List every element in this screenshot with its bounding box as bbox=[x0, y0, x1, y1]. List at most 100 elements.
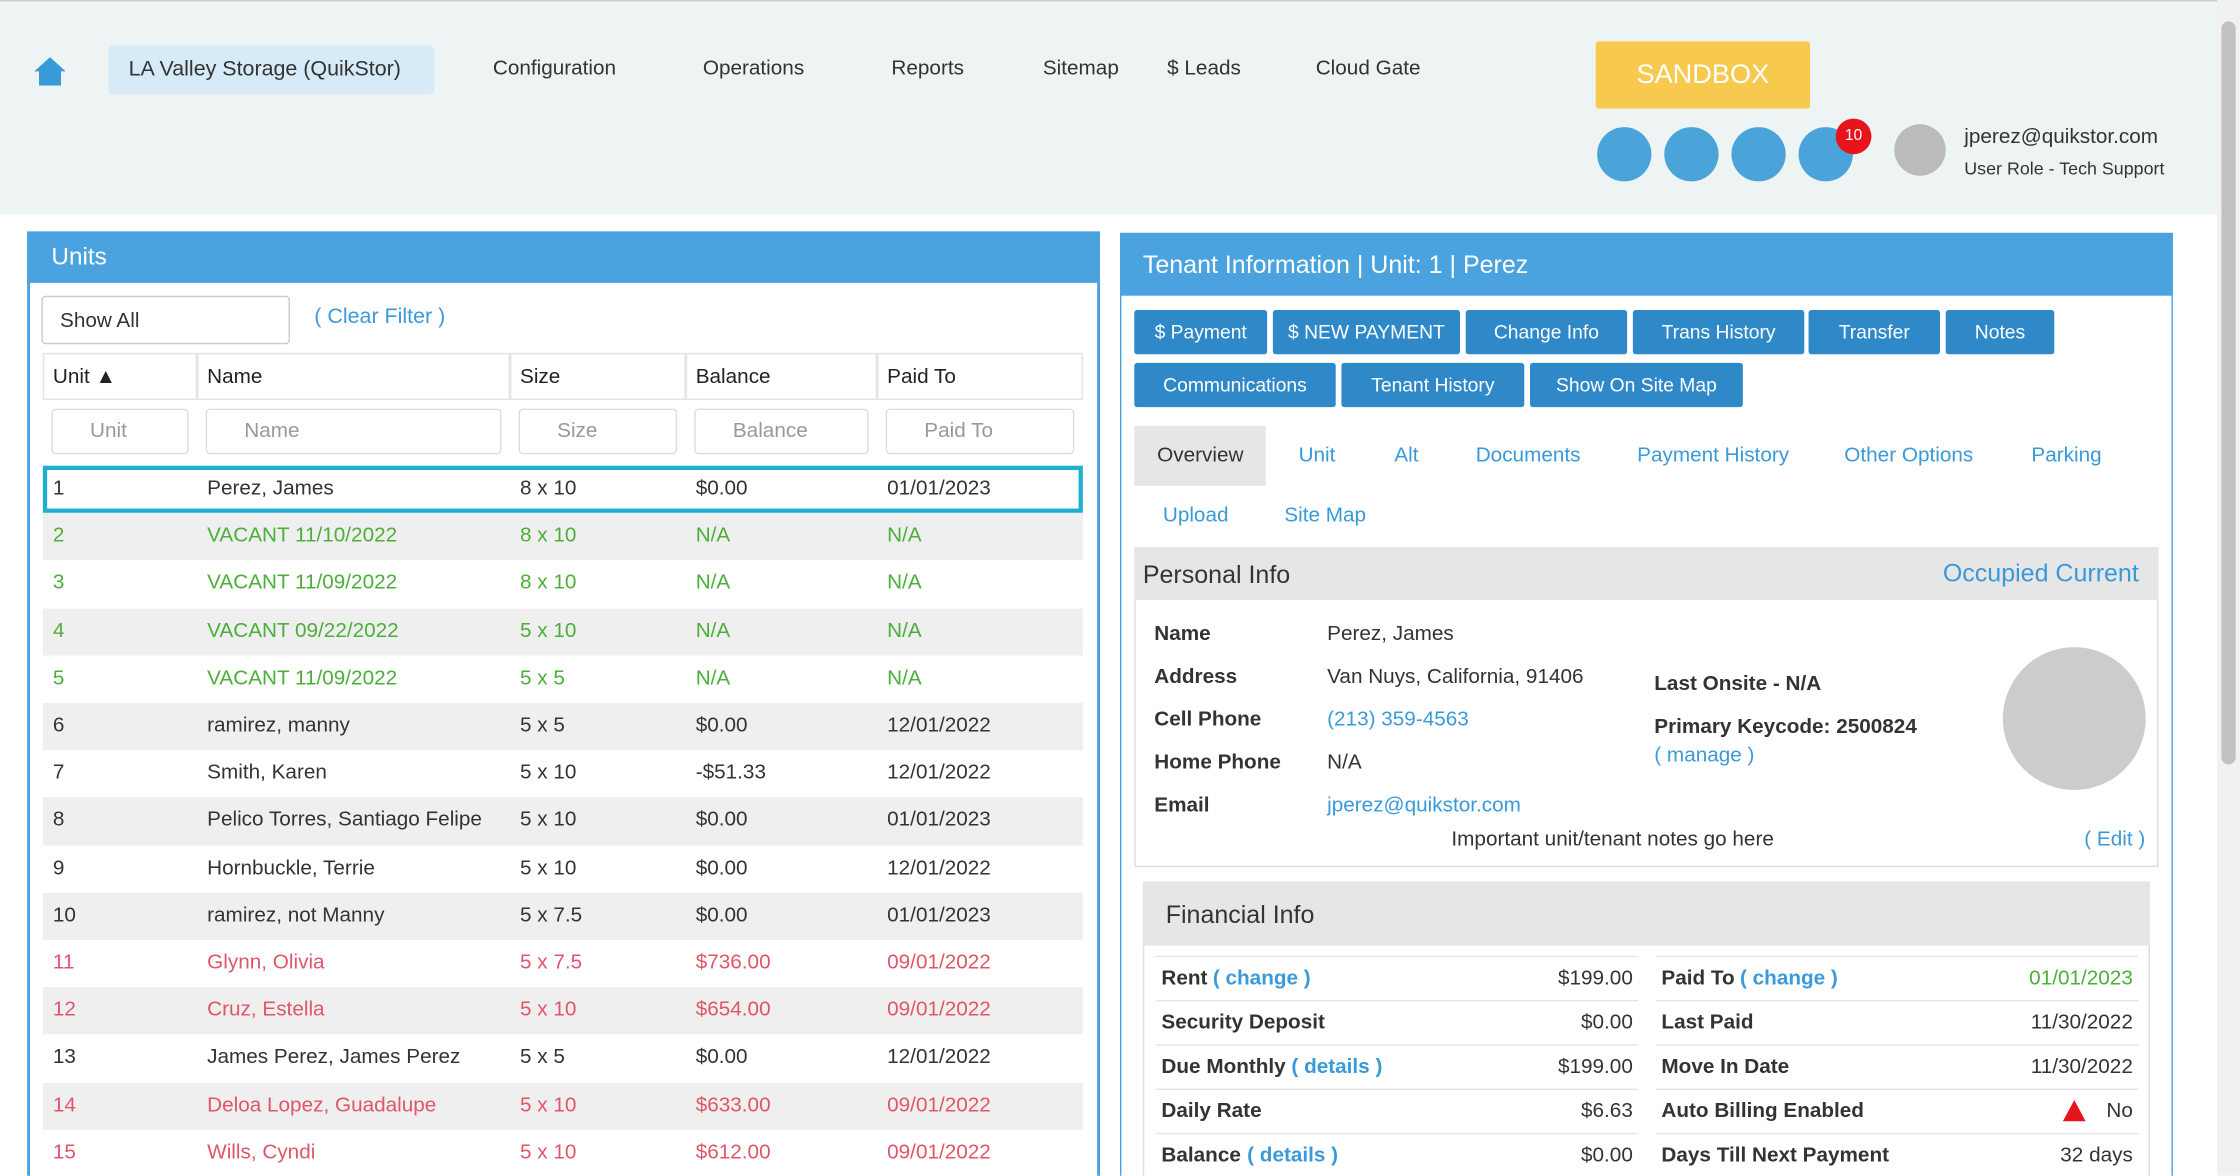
table-row[interactable] bbox=[42, 560, 1083, 608]
table-row[interactable] bbox=[42, 750, 1083, 798]
tab[interactable]: Unit bbox=[1298, 444, 1336, 468]
table-cell: 5 x 10 bbox=[519, 1093, 577, 1117]
filter-select[interactable]: Show All bbox=[41, 295, 290, 345]
table-cell: 9 bbox=[52, 856, 65, 880]
tab[interactable]: Payment History bbox=[1637, 444, 1790, 468]
tab[interactable]: Site Map bbox=[1284, 504, 1367, 528]
column-header[interactable]: Balance bbox=[685, 352, 878, 400]
toolbar-icon[interactable] bbox=[1731, 127, 1786, 182]
action-button[interactable]: $ NEW PAYMENT bbox=[1272, 309, 1460, 355]
table-cell: VACANT 09/22/2022 bbox=[207, 619, 399, 643]
nav-item[interactable]: Reports bbox=[891, 57, 964, 80]
column-filter[interactable]: Size bbox=[518, 408, 678, 455]
edit-link[interactable]: ( Edit ) bbox=[2084, 828, 2146, 852]
action-button[interactable]: Trans History bbox=[1632, 309, 1805, 355]
action-button[interactable]: Tenant History bbox=[1341, 362, 1525, 408]
action-button[interactable]: Communications bbox=[1134, 362, 1336, 408]
table-cell: Cruz, Estella bbox=[207, 998, 325, 1022]
financial-value: 32 days bbox=[2060, 1144, 2133, 1168]
table-row[interactable] bbox=[42, 1082, 1083, 1130]
personal-header: Personal Info bbox=[1134, 547, 2159, 600]
column-filter[interactable]: Unit bbox=[51, 408, 189, 455]
scrollbar-thumb[interactable] bbox=[2221, 21, 2236, 765]
tab[interactable]: Overview bbox=[1157, 444, 1244, 468]
nav-item[interactable]: Cloud Gate bbox=[1315, 57, 1421, 80]
financial-label: Paid To bbox=[1661, 967, 1735, 990]
manage-link[interactable]: ( manage ) bbox=[1654, 744, 1755, 768]
table-row[interactable] bbox=[42, 513, 1083, 561]
financial-link[interactable]: ( change ) bbox=[1212, 967, 1311, 990]
field-value: Perez, James bbox=[1327, 622, 1454, 646]
action-button[interactable]: Change Info bbox=[1465, 309, 1628, 355]
toolbar-icon[interactable] bbox=[1664, 127, 1719, 182]
tab[interactable]: Alt bbox=[1394, 444, 1419, 468]
table-cell: 5 x 10 bbox=[519, 809, 577, 832]
units-header: Units bbox=[27, 231, 1100, 283]
table-row[interactable] bbox=[42, 797, 1083, 846]
tab[interactable]: Documents bbox=[1475, 444, 1581, 468]
table-cell: 09/01/2022 bbox=[887, 1141, 991, 1164]
notes: Important unit/tenant notes go here bbox=[1451, 828, 1774, 852]
table-cell: $0.00 bbox=[695, 477, 748, 500]
nav-item[interactable]: Sitemap bbox=[1042, 57, 1119, 80]
financial-row-line bbox=[1155, 1132, 1639, 1135]
financial-link[interactable]: ( change ) bbox=[1739, 967, 1838, 990]
column-header[interactable]: Unit ▲ bbox=[42, 352, 198, 400]
financial-value: 11/30/2022 bbox=[2030, 1011, 2133, 1035]
nav-item[interactable]: $ Leads bbox=[1167, 57, 1241, 80]
nav-item[interactable]: Configuration bbox=[492, 57, 617, 80]
table-row[interactable] bbox=[42, 607, 1083, 656]
column-filter[interactable]: Balance bbox=[694, 408, 869, 455]
sandbox-button[interactable]: SANDBOX bbox=[1595, 41, 1810, 109]
action-button[interactable]: $ Payment bbox=[1134, 309, 1268, 355]
table-row[interactable] bbox=[42, 702, 1083, 751]
field-value: Van Nuys, California, 91406 bbox=[1327, 665, 1584, 689]
table-cell: N/A bbox=[887, 666, 922, 690]
table-cell: 01/01/2023 bbox=[887, 809, 991, 832]
table-cell: ramirez, manny bbox=[207, 714, 350, 738]
tab[interactable]: Other Options bbox=[1844, 444, 1974, 468]
table-cell: VACANT 11/09/2022 bbox=[207, 571, 398, 595]
table-cell: 8 bbox=[52, 809, 65, 832]
column-filter[interactable]: Name bbox=[205, 408, 502, 455]
table-cell: 5 x 10 bbox=[519, 1141, 577, 1164]
table-row[interactable] bbox=[42, 939, 1083, 988]
clear-filter[interactable]: ( Clear Filter ) bbox=[314, 304, 446, 329]
financial-link[interactable]: ( details ) bbox=[1291, 1055, 1383, 1079]
tab[interactable]: Upload bbox=[1162, 504, 1229, 528]
tab[interactable]: Parking bbox=[2031, 444, 2102, 468]
column-filter[interactable]: Paid To bbox=[885, 408, 1075, 455]
field-label: Address bbox=[1154, 665, 1238, 689]
field-value: jperez@quikstor.com bbox=[1327, 794, 1521, 818]
location-select[interactable]: LA Valley Storage (QuikStor) bbox=[108, 45, 435, 95]
column-header[interactable]: Paid To bbox=[877, 352, 1083, 400]
table-cell: 09/01/2022 bbox=[887, 951, 991, 975]
table-cell: 09/01/2022 bbox=[887, 998, 991, 1022]
table-cell: $633.00 bbox=[695, 1093, 771, 1117]
financial-link[interactable]: ( details ) bbox=[1247, 1144, 1339, 1168]
table-row[interactable] bbox=[42, 1129, 1083, 1176]
financial-row-line bbox=[1155, 999, 1639, 1002]
column-header[interactable]: Name bbox=[197, 352, 510, 400]
table-cell: 1 bbox=[52, 477, 65, 500]
action-button[interactable]: Notes bbox=[1945, 309, 2055, 355]
table-row[interactable] bbox=[42, 892, 1083, 940]
action-button[interactable]: Transfer bbox=[1808, 309, 1940, 355]
field-label: Email bbox=[1154, 794, 1210, 818]
column-header[interactable]: Size bbox=[509, 352, 686, 400]
financial-value: $199.00 bbox=[1557, 967, 1633, 990]
toolbar-icon[interactable] bbox=[1597, 127, 1652, 182]
table-row[interactable] bbox=[42, 987, 1083, 1035]
action-button[interactable]: Show On Site Map bbox=[1529, 362, 1743, 408]
last-onsite: Last Onsite - N/A bbox=[1654, 672, 1822, 696]
table-row[interactable] bbox=[42, 465, 1083, 514]
table-cell: 4 bbox=[52, 619, 65, 643]
table-row[interactable] bbox=[42, 655, 1083, 703]
table-row[interactable] bbox=[42, 845, 1083, 893]
field-label: Name bbox=[1154, 622, 1211, 646]
financial-header[interactable]: Financial Info bbox=[1142, 881, 2150, 946]
table-cell: $0.00 bbox=[695, 714, 748, 738]
nav-item[interactable]: Operations bbox=[702, 57, 805, 80]
field-value: (213) 359-4563 bbox=[1327, 708, 1469, 732]
table-row[interactable] bbox=[42, 1034, 1083, 1083]
